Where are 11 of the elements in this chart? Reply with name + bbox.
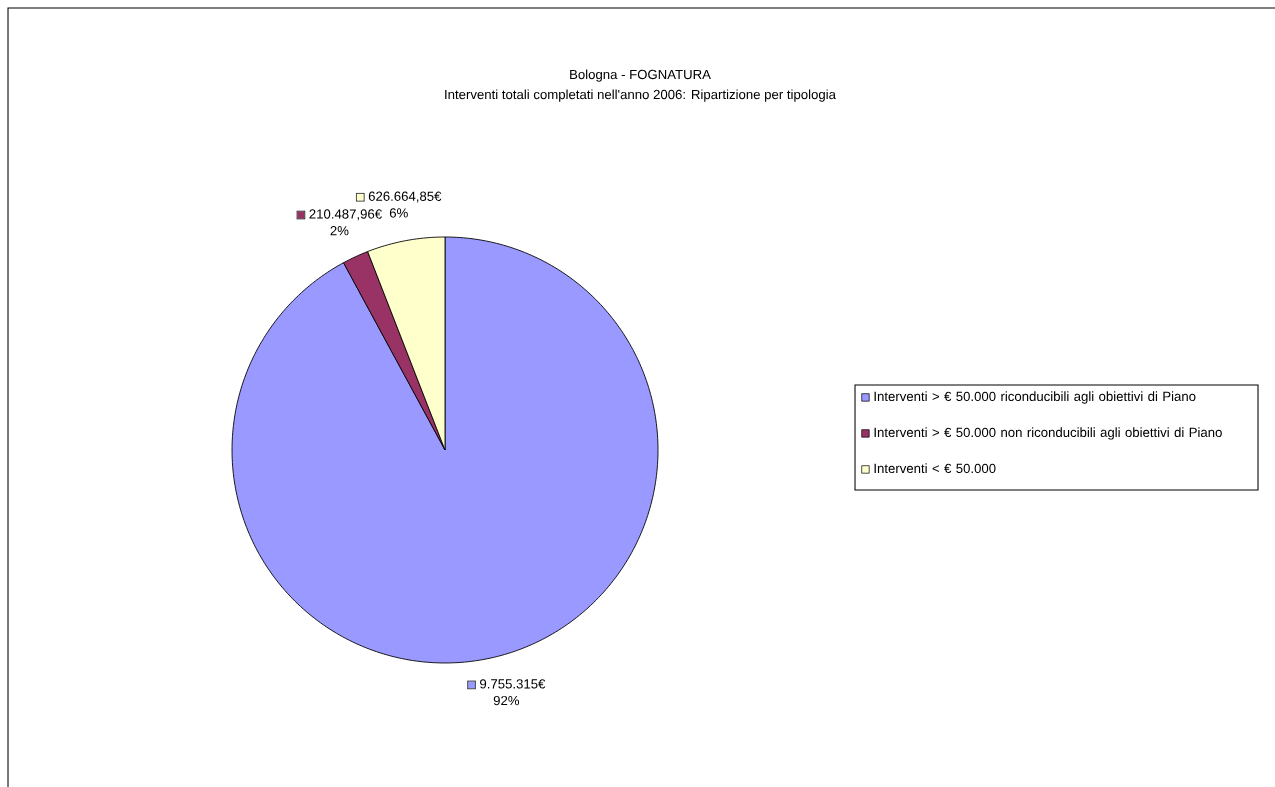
data-label: 210.487,96€ (309, 209, 382, 221)
chart-title: Bologna - FOGNATURA (570, 69, 711, 82)
legend-label: Interventi > € 50.000 non riconducibili agli obiettivi di Piano (874, 427, 1222, 440)
legend-label: Interventi < € 50.000 (874, 463, 996, 474)
text: 92% (493, 695, 520, 706)
legend-label: Interventi > € 50.000 riconducibili agli obiettivi di Piano (874, 391, 1196, 404)
chart-subtitle: Interventi totali completati nell'anno 2006: Ripartizione per tipologia (445, 89, 836, 102)
text: 6% (389, 208, 408, 218)
data-label: 626.664,85€ (368, 191, 442, 203)
text: 2% (330, 226, 349, 236)
data-label: 9.755.315€ (480, 679, 546, 689)
